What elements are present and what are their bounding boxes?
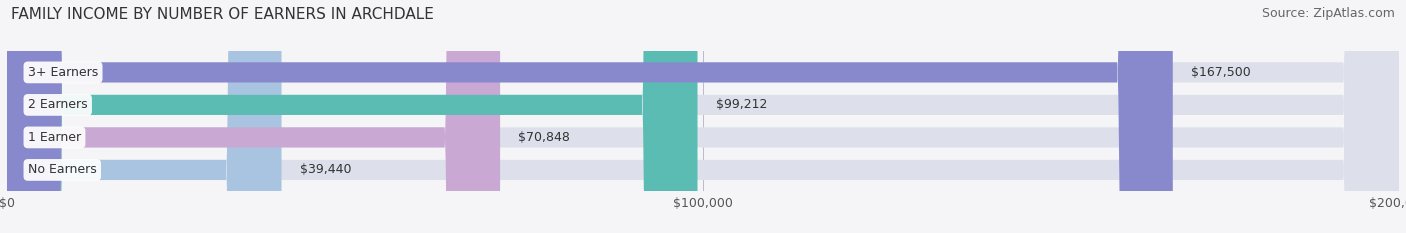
Text: 2 Earners: 2 Earners xyxy=(28,98,87,111)
Text: $99,212: $99,212 xyxy=(716,98,768,111)
FancyBboxPatch shape xyxy=(7,0,501,233)
FancyBboxPatch shape xyxy=(7,0,1399,233)
Text: Source: ZipAtlas.com: Source: ZipAtlas.com xyxy=(1261,7,1395,20)
Text: $167,500: $167,500 xyxy=(1191,66,1250,79)
FancyBboxPatch shape xyxy=(7,0,1399,233)
Text: $39,440: $39,440 xyxy=(299,163,352,176)
Text: 3+ Earners: 3+ Earners xyxy=(28,66,98,79)
FancyBboxPatch shape xyxy=(7,0,281,233)
FancyBboxPatch shape xyxy=(7,0,697,233)
Text: $70,848: $70,848 xyxy=(519,131,569,144)
FancyBboxPatch shape xyxy=(7,0,1399,233)
FancyBboxPatch shape xyxy=(7,0,1399,233)
Text: FAMILY INCOME BY NUMBER OF EARNERS IN ARCHDALE: FAMILY INCOME BY NUMBER OF EARNERS IN AR… xyxy=(11,7,434,22)
Text: No Earners: No Earners xyxy=(28,163,97,176)
FancyBboxPatch shape xyxy=(7,0,1173,233)
Text: 1 Earner: 1 Earner xyxy=(28,131,82,144)
